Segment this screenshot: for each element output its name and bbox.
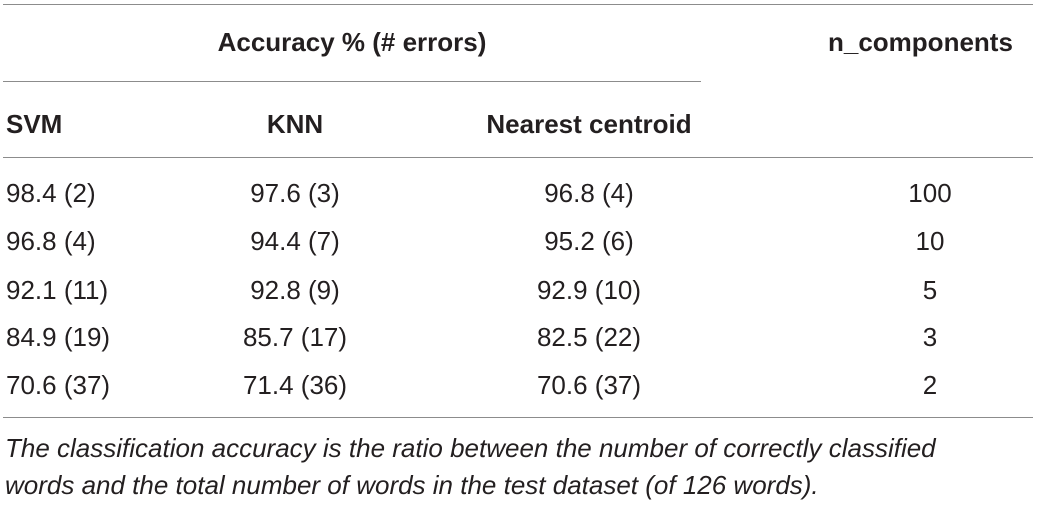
table-cell-svm: 98.4 (2) (6, 178, 96, 208)
group-underline (3, 81, 701, 82)
table-cell-n-components: 5 (922, 275, 938, 305)
table-cell-knn: 85.7 (17) (242, 322, 348, 352)
n-components-header: n_components (828, 27, 1013, 57)
table-cell-n-components: 100 (908, 178, 952, 208)
table-cell-svm: 84.9 (19) (6, 322, 111, 352)
table-cell-knn: 71.4 (36) (242, 370, 348, 400)
table-cell-n-components: 2 (922, 370, 938, 400)
header-bottom-rule (3, 157, 1033, 158)
table-cell-n-components: 3 (922, 322, 938, 352)
footnote-line-2: words and the total number of words in t… (5, 470, 819, 500)
top-rule (3, 4, 1033, 5)
table-cell-nearest-centroid: 82.5 (22) (536, 322, 642, 352)
table-cell-nearest-centroid: 70.6 (37) (536, 370, 642, 400)
table-cell-knn: 97.6 (3) (250, 178, 340, 208)
table-cell-nearest-centroid: 95.2 (6) (544, 226, 634, 256)
column-header-knn: KNN (266, 109, 324, 139)
table-cell-nearest-centroid: 96.8 (4) (544, 178, 634, 208)
table-footnote: The classification accuracy is the ratio… (5, 430, 1035, 504)
column-header-nearest-centroid: Nearest centroid (486, 109, 692, 139)
column-header-svm: SVM (6, 109, 63, 139)
table-cell-nearest-centroid: 92.9 (10) (536, 275, 642, 305)
body-bottom-rule (3, 417, 1033, 418)
table-cell-svm: 96.8 (4) (6, 226, 96, 256)
table-cell-svm: 70.6 (37) (6, 370, 111, 400)
footnote-line-1: The classification accuracy is the ratio… (5, 433, 936, 463)
table-cell-svm: 92.1 (11) (6, 275, 109, 305)
table-cell-n-components: 10 (915, 226, 945, 256)
table-cell-knn: 92.8 (9) (250, 275, 340, 305)
group-header: Accuracy % (# errors) (217, 27, 487, 57)
table-cell-knn: 94.4 (7) (250, 226, 340, 256)
